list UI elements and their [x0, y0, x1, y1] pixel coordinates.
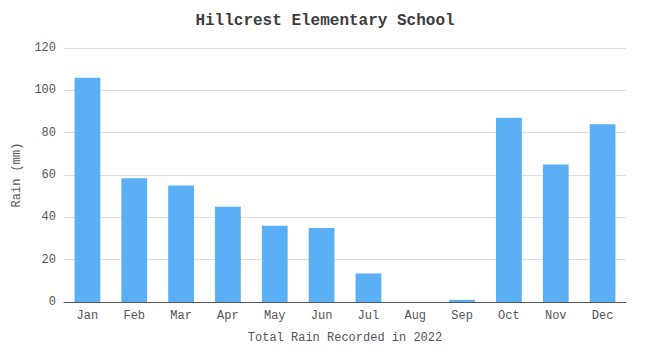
svg-text:Sep: Sep	[451, 309, 473, 323]
svg-text:40: 40	[42, 210, 56, 224]
svg-text:Feb: Feb	[123, 309, 145, 323]
svg-text:20: 20	[42, 253, 56, 267]
svg-text:Aug: Aug	[404, 309, 426, 323]
svg-text:100: 100	[34, 83, 56, 97]
svg-text:60: 60	[42, 168, 56, 182]
svg-text:Hillcrest Elementary School: Hillcrest Elementary School	[195, 12, 454, 30]
svg-text:80: 80	[42, 126, 56, 140]
svg-text:Jun: Jun	[311, 309, 333, 323]
svg-text:Jan: Jan	[77, 309, 99, 323]
svg-text:Total Rain Recorded in 2022: Total Rain Recorded in 2022	[248, 331, 442, 345]
svg-text:May: May	[264, 309, 286, 323]
svg-text:Apr: Apr	[217, 309, 239, 323]
svg-text:Dec: Dec	[592, 309, 614, 323]
svg-text:Nov: Nov	[545, 309, 567, 323]
svg-text:0: 0	[49, 295, 56, 309]
svg-text:Mar: Mar	[170, 309, 192, 323]
svg-text:Rain (mm): Rain (mm)	[10, 143, 24, 208]
svg-text:120: 120	[34, 41, 56, 55]
svg-text:Oct: Oct	[498, 309, 520, 323]
svg-text:Jul: Jul	[358, 309, 380, 323]
